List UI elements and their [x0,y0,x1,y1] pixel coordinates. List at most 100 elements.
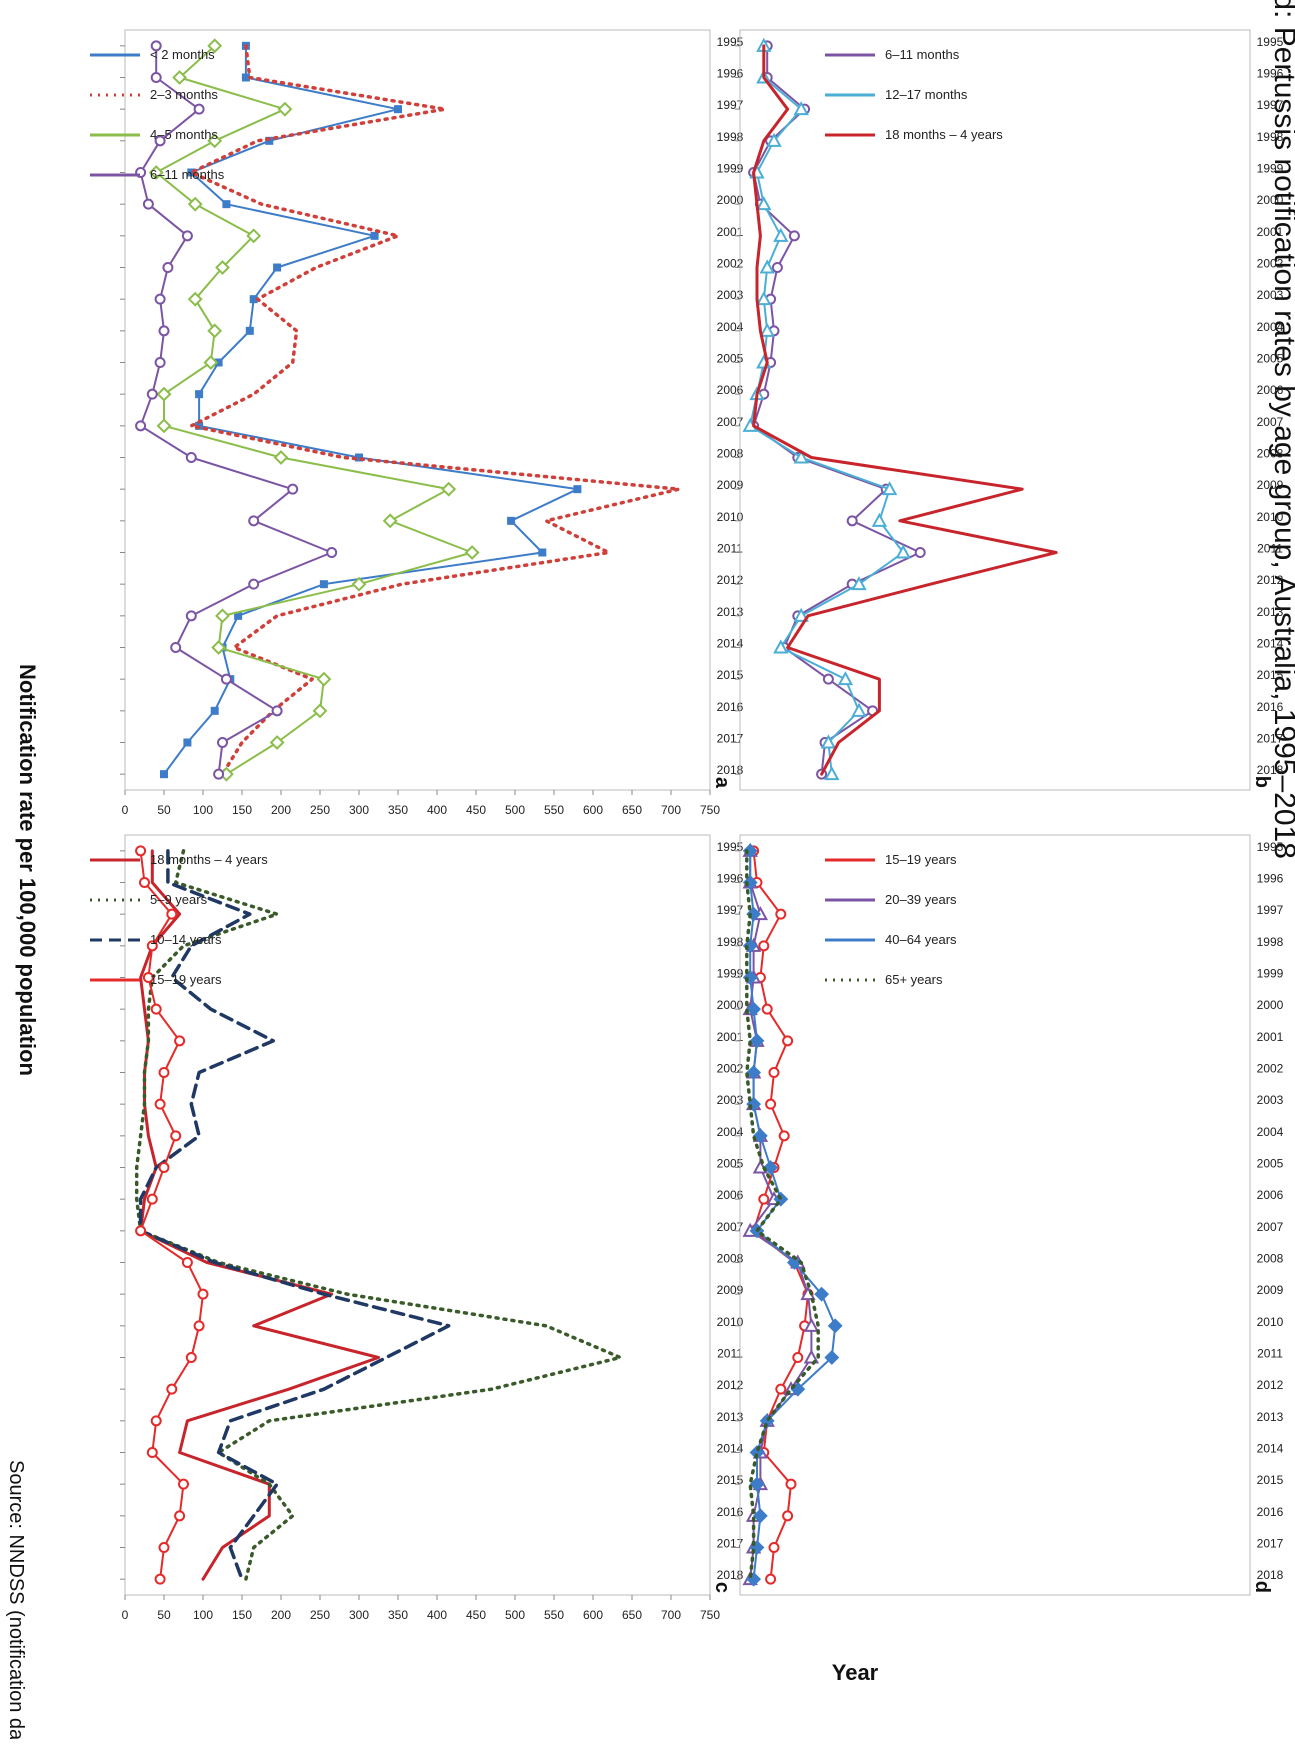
data-point [146,388,158,400]
x-tick-label: 2014 [1257,637,1284,651]
x-tick-label: 2014 [1257,1442,1284,1456]
data-point [752,1508,768,1524]
y-tick-label: 150 [232,1608,252,1622]
data-point [837,671,854,686]
series-0 [748,40,926,780]
panel-label: c [711,1582,733,1593]
data-point [142,972,154,983]
x-tick-label: 1996 [1257,872,1284,886]
x-tick-label: 2005 [1257,352,1284,366]
source-note: Source: NNDSS (notification data). [5,1460,27,1739]
series-0 [748,845,814,1585]
data-point [207,38,223,54]
plot-frame [739,29,1251,791]
y-tick-label: 50 [157,1608,171,1622]
x-tick-label: 1995 [1257,840,1284,854]
data-point [793,607,809,622]
y-tick-label: 700 [661,1608,681,1622]
data-point [160,770,168,779]
x-tick-label: 2017 [1257,732,1284,746]
x-tick-label: 2016 [1257,700,1284,714]
data-point [197,1288,209,1300]
data-point [135,1225,147,1237]
y-tick-label: 250 [310,1608,330,1622]
legend-item: 4–5 months [90,127,218,142]
y-tick-label: 600 [583,803,603,817]
x-tick-label: 2003 [1257,1093,1284,1107]
data-point [248,515,260,527]
series-3 [135,40,338,780]
data-point [150,72,162,83]
data-point [158,325,170,337]
x-tick-label: 1996 [1257,67,1284,81]
x-tick-label: 1999 [1257,967,1284,981]
legend-item: 15–19 years [825,852,957,867]
x-tick-label: 1997 [1257,98,1284,112]
data-point [181,1257,193,1268]
x-tick-label: 1997 [1257,903,1284,917]
data-point [269,735,285,750]
data-point [782,1035,794,1047]
data-point [166,1383,178,1395]
data-point [172,70,188,85]
plot-frame [124,834,711,1596]
data-point [788,230,800,242]
panel-label: a [711,777,733,789]
x-tick-label: 2004 [1257,320,1284,334]
data-point [766,132,782,147]
data-point [758,1193,770,1205]
series-2 [752,44,1058,776]
legend-item: 15–19 years [90,972,222,987]
x-tick-label: 2002 [1257,1062,1284,1076]
data-point [814,1286,830,1302]
data-point [211,640,227,655]
x-tick-label: 2011 [717,1347,743,1361]
data-point [246,228,262,244]
legend-label: 6–11 months [150,167,225,182]
data-point [771,262,783,273]
data-point [146,1447,158,1458]
data-point [193,103,205,115]
legend-label: 65+ years [885,972,943,987]
x-tick-label: 2015 [1257,668,1284,682]
legend-item: 20–39 years [825,892,957,907]
y-tick-label: 550 [544,1608,564,1622]
data-point [146,1193,158,1205]
x-tick-label: 1999 [1257,162,1284,176]
data-point [573,485,582,494]
data-point [441,481,457,497]
data-point [765,1573,777,1585]
data-point [312,703,328,719]
data-point [768,1542,780,1553]
data-point [193,1320,205,1332]
series-line [745,849,820,1581]
series-line [155,44,474,776]
data-point [213,768,225,780]
legend-label: 4–5 months [150,127,218,142]
data-point [792,1352,804,1363]
data-point [220,673,232,685]
legend-item: 12–17 months [825,87,968,102]
legend-label: < 2 months [150,47,215,62]
data-point [156,386,172,402]
data-point [881,481,898,496]
data-point [287,483,299,495]
x-tick-label: 2018 [1257,1568,1284,1582]
data-point [507,516,516,525]
legend-label: 18 months – 4 years [885,127,1003,142]
data-point [778,1130,790,1142]
legend-label: 12–17 months [885,87,968,102]
x-tick-label: 1995 [1257,35,1284,49]
data-point [150,40,162,52]
series-line [134,849,623,1581]
data-point [185,452,197,463]
data-point [203,355,219,370]
data-point [394,105,402,114]
data-point [785,1478,797,1490]
legend-label: 20–39 years [885,892,957,907]
y-tick-label: 300 [349,803,369,817]
y-tick-label: 450 [466,1608,486,1622]
panel-label: b [1251,776,1273,788]
x-tick-label: 2017 [1257,1537,1284,1551]
